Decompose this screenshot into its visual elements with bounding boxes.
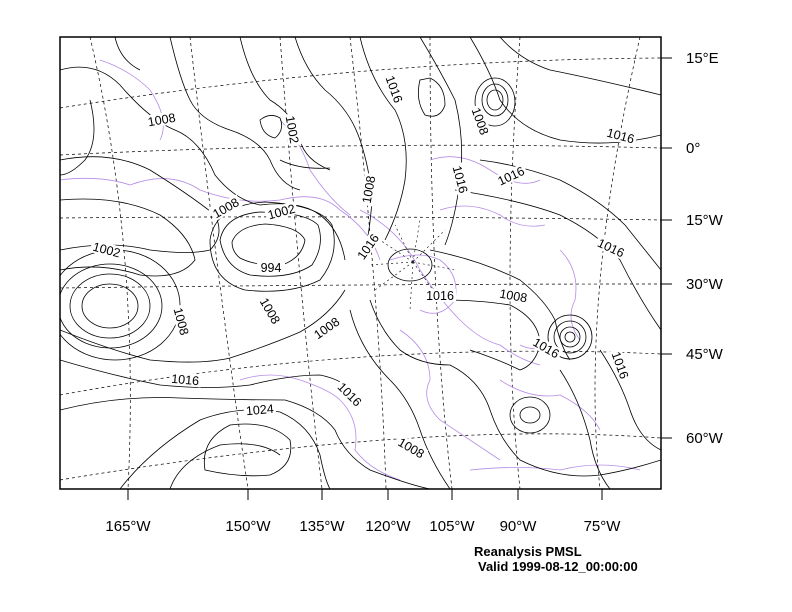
contour-label: 1016 [609,350,632,381]
polar-dashes [369,219,456,311]
high-west [60,249,181,361]
lon-label: 105°W [429,518,475,535]
contour-label: 1002 [283,115,302,145]
lat-label: 60°W [686,430,724,447]
lat-labels: 15°E 0° 15°W 30°W 45°W 60°W [686,50,724,447]
contour-label: 1016 [426,289,454,303]
lon-label: 150°W [225,518,271,535]
contour-label: 1008 [469,106,492,137]
low-994 [209,201,335,292]
graticule [60,37,661,489]
contour-label: 1008 [171,306,192,337]
contour-label: 1016 [450,164,471,195]
contour-label: 1016 [171,372,200,388]
contour-label: 1024 [245,402,274,418]
lon-label: 135°W [299,518,345,535]
caption-title: Reanalysis PMSL [474,544,582,559]
contour-label: 994 [261,261,282,275]
plot-frame [59,36,662,490]
coastlines [60,59,641,481]
contour-label: 1016 [383,74,406,105]
contour-labels: 1008 1002 1016 1008 1016 1016 1008 1016 [89,71,638,462]
lat-label: 15°W [686,212,724,229]
contour-label: 1016 [605,126,636,147]
contour-label: 1016 [595,236,626,260]
tick-marks [127,57,672,500]
contour-label: 1008 [147,111,177,130]
contour-label: 1002 [266,202,297,223]
lon-label: 90°W [500,518,538,535]
caption-valid-time: Valid 1999-08-12_00:00:00 [478,559,638,574]
contour-label: 1002 [91,240,122,261]
contour-label: 1008 [498,287,528,306]
lon-labels: 165°W 150°W 135°W 120°W 105°W 90°W 75°W [105,518,621,535]
lon-label: 75°W [584,518,622,535]
closed-centers [387,77,593,434]
lat-label: 30°W [686,276,724,293]
lon-label: 120°W [365,518,411,535]
lat-label: 15°E [686,50,719,67]
lat-label: 0° [686,140,700,157]
contour-label: 1008 [360,175,379,205]
map-caption: Reanalysis PMSL Valid 1999-08-12_00:00:0… [474,544,638,574]
lon-label: 165°W [105,518,151,535]
isobars [60,37,661,489]
contour-label: 1016 [496,164,527,188]
lat-label: 45°W [686,346,724,363]
